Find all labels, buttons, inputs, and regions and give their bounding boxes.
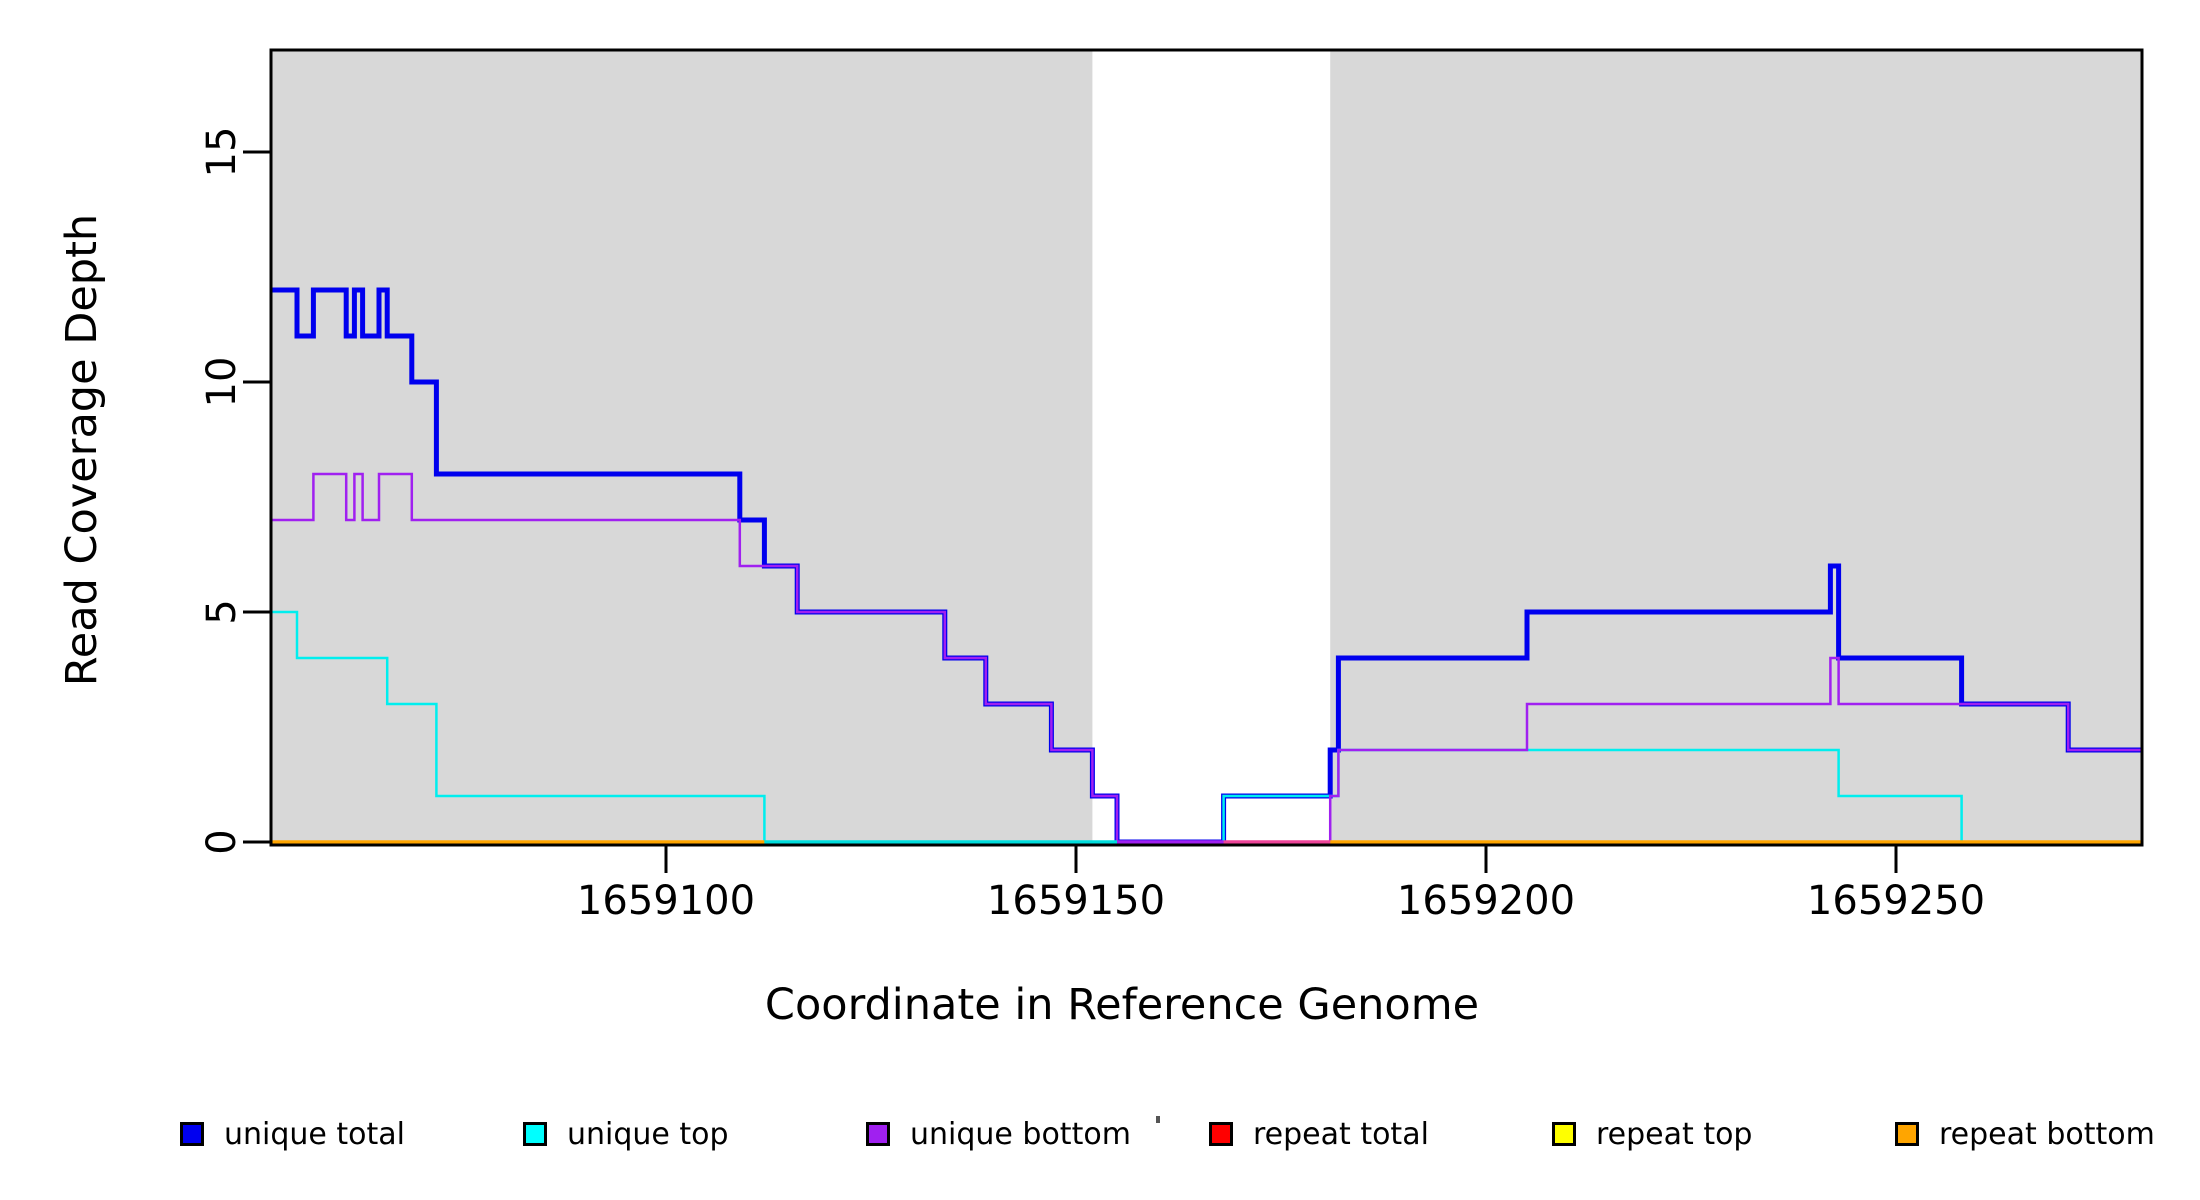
legend-label: repeat total bbox=[1253, 1116, 1429, 1152]
legend-item-unique-total: unique total bbox=[180, 1110, 405, 1158]
x-axis-label: Coordinate in Reference Genome bbox=[764, 980, 1480, 1030]
unique-total-swatch-icon bbox=[180, 1122, 204, 1146]
stray-mark bbox=[1156, 1116, 1160, 1123]
x-tick-1659100: 1659100 bbox=[576, 878, 756, 924]
unique-top-swatch-icon bbox=[523, 1122, 547, 1146]
legend-label: unique total bbox=[224, 1116, 406, 1152]
legend-item-unique-top: unique top bbox=[523, 1110, 729, 1158]
legend-label: unique top bbox=[567, 1116, 729, 1152]
legend-label: repeat top bbox=[1596, 1116, 1753, 1152]
y-tick-10: 10 bbox=[199, 356, 245, 408]
legend-label: unique bottom bbox=[910, 1116, 1131, 1152]
legend-label: repeat bottom bbox=[1939, 1116, 2155, 1152]
series-unique-bottom bbox=[270, 472, 2142, 844]
y-tick-0: 0 bbox=[199, 829, 245, 855]
plot-border bbox=[269, 48, 2144, 847]
y-tick-15: 15 bbox=[199, 126, 245, 178]
legend-item-repeat-bottom: repeat bottom bbox=[1895, 1110, 2155, 1158]
shaded-region bbox=[1330, 50, 2142, 844]
legend-item-unique-bottom: unique bottom bbox=[866, 1110, 1131, 1158]
x-tick-1659250: 1659250 bbox=[1806, 878, 1986, 924]
legend-item-repeat-top: repeat top bbox=[1552, 1110, 1752, 1158]
y-axis-label: Read Coverage Depth bbox=[57, 213, 107, 687]
x-tick-1659200: 1659200 bbox=[1396, 878, 1576, 924]
legend-item-repeat-total: repeat total bbox=[1209, 1110, 1429, 1158]
repeat-top-swatch-icon bbox=[1552, 1122, 1576, 1146]
x-tick-1659150: 1659150 bbox=[986, 878, 1166, 924]
y-tick-5: 5 bbox=[199, 599, 245, 625]
shaded-region bbox=[270, 50, 1093, 844]
repeat-bottom-swatch-icon bbox=[1895, 1122, 1919, 1146]
repeat-total-swatch-icon bbox=[1209, 1122, 1233, 1146]
unique-bottom-swatch-icon bbox=[866, 1122, 890, 1146]
